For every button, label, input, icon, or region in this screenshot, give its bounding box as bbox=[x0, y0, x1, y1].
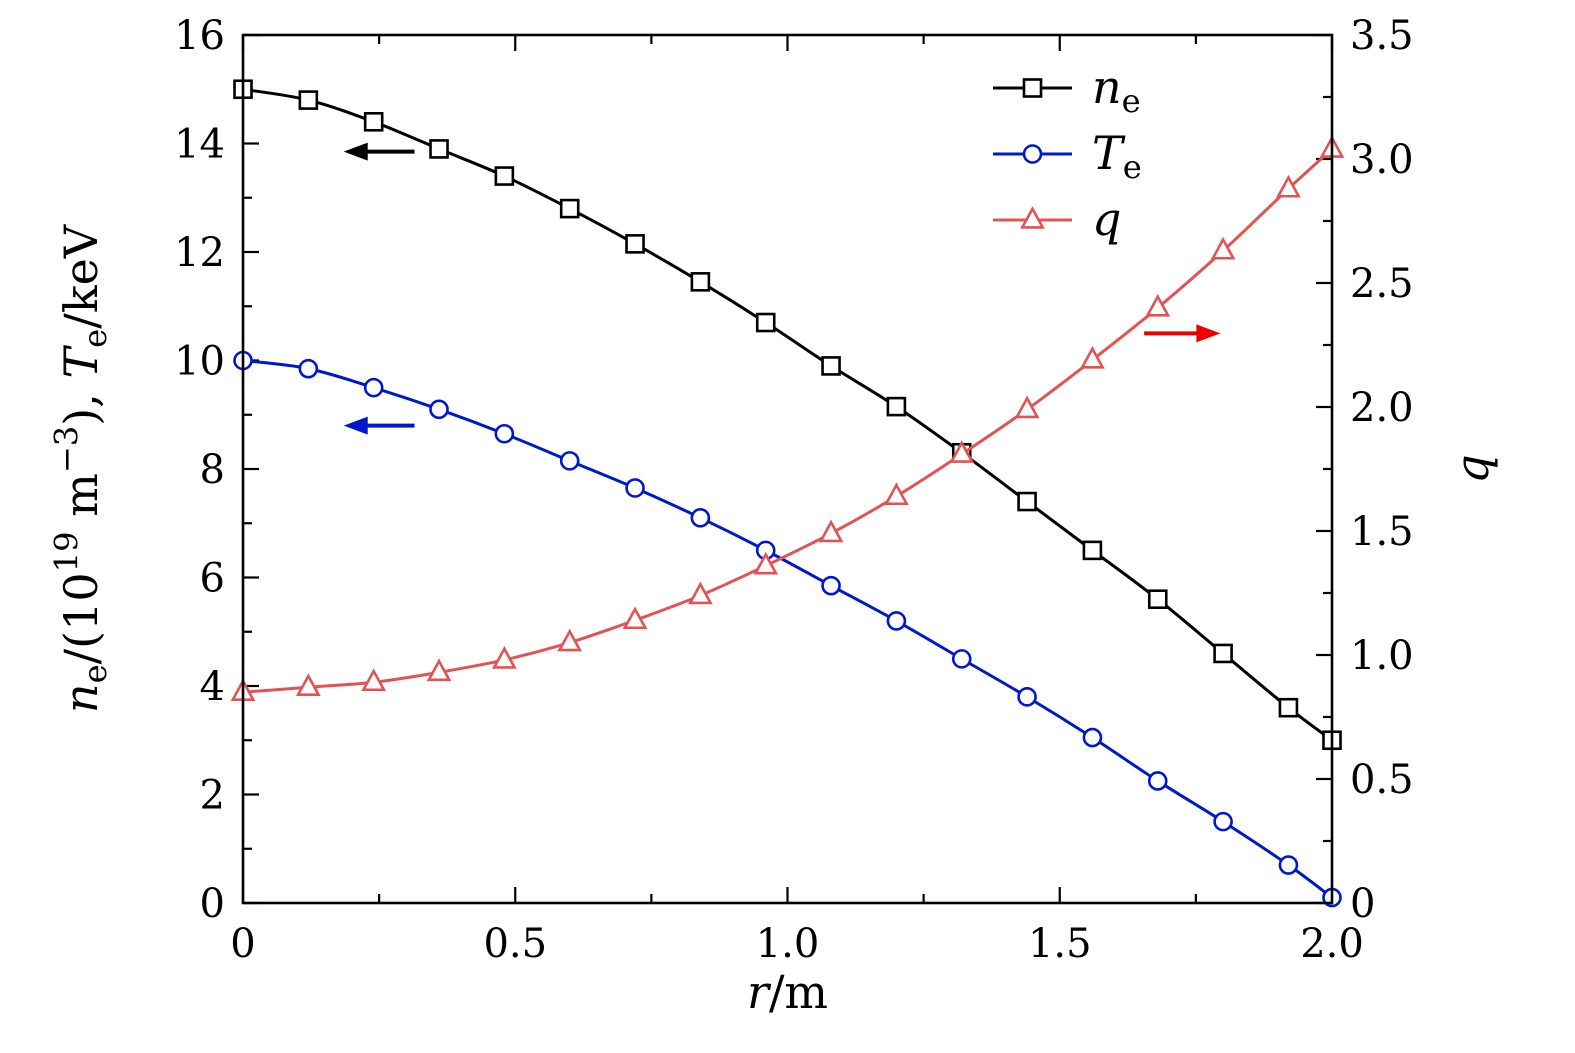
x-axis-label: r/m bbox=[747, 965, 828, 1019]
y-left-tick-label: 16 bbox=[174, 13, 225, 59]
series-q-line bbox=[243, 147, 1332, 694]
legend-entry-q: q bbox=[993, 192, 1121, 246]
plot-frame bbox=[241, 33, 1334, 905]
y-left-tick-label: 8 bbox=[200, 447, 225, 493]
series-q-markers bbox=[230, 135, 1345, 701]
y-right-tick-label: 1.5 bbox=[1350, 509, 1414, 555]
x-tick-label: 1.5 bbox=[1028, 921, 1092, 967]
legend-label-q: q bbox=[1092, 192, 1121, 246]
y-left-tick-label: 4 bbox=[200, 664, 225, 710]
y-left-tick-label: 14 bbox=[174, 122, 225, 168]
Te-axis-arrow bbox=[343, 416, 415, 435]
legend-entry-Te: Te bbox=[993, 126, 1142, 186]
series-Te-markers bbox=[233, 350, 1342, 908]
axis-ticks bbox=[241, 33, 1334, 905]
q-axis-arrow bbox=[1144, 324, 1221, 343]
y-right-tick-label: 1.0 bbox=[1350, 633, 1414, 679]
legend-entry-ne: ne bbox=[993, 60, 1141, 120]
y-right-tick-label: 3.5 bbox=[1350, 13, 1414, 59]
legend-label-ne: ne bbox=[1092, 60, 1141, 120]
y-left-tick-label: 6 bbox=[200, 556, 225, 602]
legend-label-Te: Te bbox=[1092, 126, 1142, 186]
y-left-tick-label: 2 bbox=[200, 773, 225, 819]
series-ne-markers bbox=[233, 79, 1342, 751]
y-right-tick-label: 2.0 bbox=[1350, 385, 1414, 431]
y-right-tick-label: 3.0 bbox=[1350, 137, 1414, 183]
x-tick-label: 1.0 bbox=[756, 921, 820, 967]
y-right-axis-label: q bbox=[1445, 454, 1499, 483]
y-left-tick-label: 10 bbox=[174, 339, 225, 385]
x-tick-label: 2.0 bbox=[1300, 921, 1364, 967]
y-right-tick-label: 0 bbox=[1350, 881, 1375, 927]
y-right-tick-label: 0.5 bbox=[1350, 757, 1414, 803]
y-right-tick-label: 2.5 bbox=[1350, 261, 1414, 307]
tick-labels: 0 0.5 1.0 1.5 2.0024681012141600.51.01.52.02… bbox=[174, 13, 1414, 967]
x-tick-label: 0.5 bbox=[483, 921, 547, 967]
y-left-axis-label: ne/(1019 m−3), Te/keV bbox=[48, 224, 115, 713]
ne-axis-arrow bbox=[343, 142, 415, 161]
y-left-tick-label: 12 bbox=[174, 230, 225, 276]
x-tick-label: 0 bbox=[230, 921, 255, 967]
y-left-tick-label: 0 bbox=[200, 881, 225, 927]
series-Te-line bbox=[243, 359, 1332, 899]
series-ne-line bbox=[243, 87, 1332, 742]
